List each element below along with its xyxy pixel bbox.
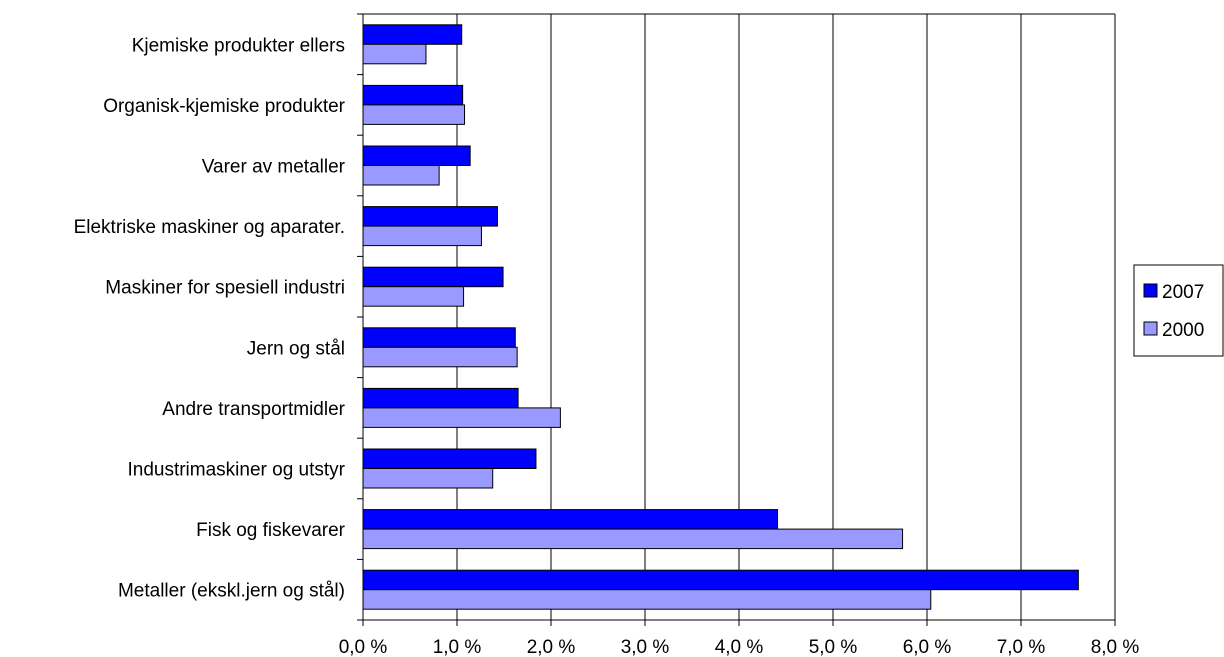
category-label: Fisk og fiskevarer <box>196 520 346 541</box>
bars <box>362 24 1079 610</box>
legend-swatch-2007 <box>1143 283 1158 298</box>
bar-2000-4 <box>362 286 465 307</box>
bar-2000-2 <box>362 165 440 186</box>
bar-2000-1 <box>362 104 466 125</box>
legend-box <box>1133 264 1224 357</box>
bar-2007-1 <box>362 84 464 106</box>
axes <box>357 13 1116 626</box>
x-tick-label: 8,0 % <box>1091 637 1140 657</box>
x-tick-label: 2,0 % <box>527 637 576 657</box>
category-label: Elektriske maskiner og aparater. <box>74 217 345 238</box>
gridlines <box>363 13 1116 620</box>
category-label: Maskiner for spesiell industri <box>105 278 345 299</box>
x-tick-label: 7,0 % <box>997 637 1046 657</box>
bar-2000-7 <box>362 468 494 489</box>
bar-2000-9 <box>362 589 932 610</box>
bar-2007-2 <box>362 145 471 166</box>
category-labels: Kjemiske produkter ellers Organisk-kjemis… <box>74 35 346 601</box>
legend-label-2007: 2007 <box>1162 282 1204 303</box>
bar-2000-3 <box>362 225 482 247</box>
bar-2007-8 <box>362 509 779 530</box>
x-tick-label: 0,0 % <box>339 637 388 657</box>
x-tick-labels: 0,0 % 1,0 % 2,0 % 3,0 % 4,0 % 5,0 % 6,0 % 7,0 %… <box>339 637 1140 657</box>
x-tick-label: 1,0 % <box>433 637 482 657</box>
legend-label-2000: 2000 <box>1162 320 1204 341</box>
bar-2000-8 <box>362 528 904 550</box>
bar-2007-6 <box>362 387 519 409</box>
bar-2000-0 <box>362 43 427 65</box>
bar-2000-6 <box>362 407 561 428</box>
category-label: Varer av metaller <box>202 157 346 178</box>
bar-2007-7 <box>362 448 537 469</box>
bar-2000-5 <box>362 346 518 368</box>
x-tick-label: 5,0 % <box>809 637 858 657</box>
category-label: Andre transportmidler <box>162 399 345 420</box>
category-label: Industrimaskiner og utstyr <box>127 460 345 481</box>
category-label: Jern og stål <box>247 338 345 359</box>
category-label: Metaller (ekskl.jern og stål) <box>118 581 345 602</box>
bar-2007-0 <box>362 24 463 45</box>
x-tick-label: 6,0 % <box>903 637 952 657</box>
bar-2007-9 <box>362 569 1079 591</box>
legend: 2007 2000 <box>1133 264 1224 357</box>
category-label: Organisk-kjemiske produkter <box>103 96 345 117</box>
bar-2007-5 <box>362 327 516 348</box>
legend-swatch-2000 <box>1143 321 1158 336</box>
category-label: Kjemiske produkter ellers <box>132 35 345 56</box>
bar-2007-4 <box>362 266 504 288</box>
bar-2007-3 <box>362 206 498 227</box>
x-tick-label: 4,0 % <box>715 637 764 657</box>
x-tick-label: 3,0 % <box>621 637 670 657</box>
